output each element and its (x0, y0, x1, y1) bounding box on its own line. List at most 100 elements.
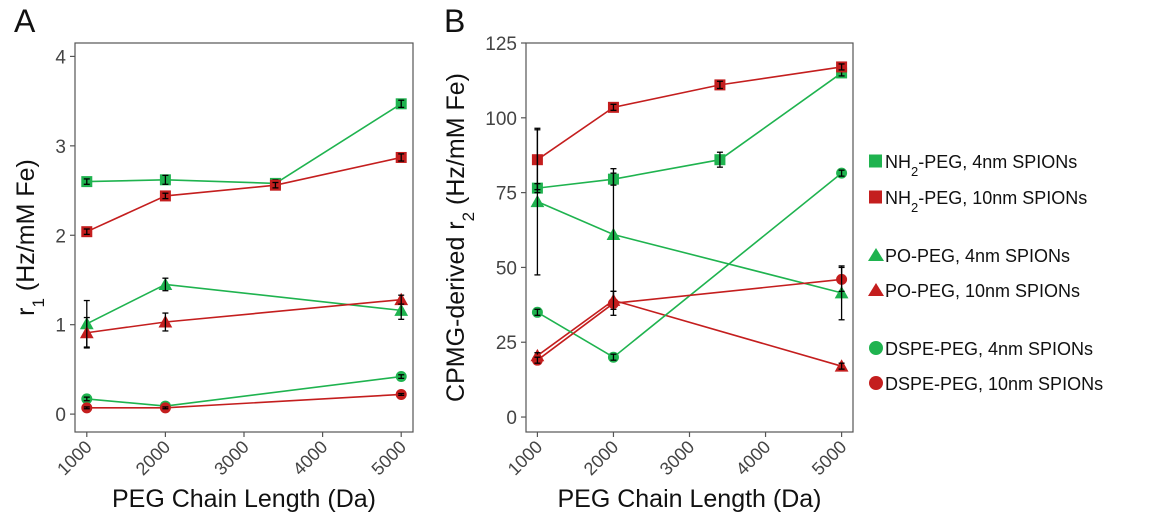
x-axis-label-a: PEG Chain Length (Da) (112, 485, 376, 513)
series-line (86, 375, 402, 407)
legend-item: NH2-PEG, 10nm SPIONs (869, 188, 1087, 215)
legend-marker-triangle-icon (868, 248, 884, 261)
x-tick-label: 4000 (289, 437, 331, 479)
x-tick-label: 3000 (656, 437, 698, 479)
y-axis-label-a-rest: (Hz/mM Fe) (12, 159, 40, 298)
plot-frame-a (74, 42, 414, 433)
y-axis-label-b-main: CPMG-derived r (442, 221, 470, 402)
error-bar (610, 290, 617, 316)
series-line (536, 66, 842, 161)
error-bar (838, 63, 845, 71)
error-bar (272, 181, 279, 189)
error-bar (610, 103, 617, 111)
y-tick-label: 4 (55, 47, 66, 68)
chart-panel-a: 0 1 2 3 4 1000 2000 3000 4000 5000 PEG Chain Leng… (12, 42, 414, 513)
series-group-a (79, 98, 409, 414)
x-tick-label: 5000 (808, 437, 850, 479)
error-bar (83, 396, 90, 402)
x-tick-label: 3000 (210, 437, 252, 479)
y-tick-label: 50 (496, 258, 517, 279)
series-line (86, 298, 402, 334)
x-tick-label: 5000 (368, 437, 410, 479)
series-line (537, 172, 843, 359)
x-tick-label: 1000 (53, 437, 95, 479)
y-axis-label-a: r1 (Hz/mM Fe) (12, 159, 48, 316)
series-line (86, 156, 402, 233)
error-bar (610, 353, 617, 361)
error-bar (83, 406, 90, 410)
series-group-b (530, 61, 849, 372)
error-bar (398, 294, 405, 305)
error-bar (162, 277, 169, 292)
error-bar (838, 362, 845, 370)
y-tick-label: 0 (55, 405, 66, 426)
axis-ticks-b: 0 25 50 75 100 125 1000 2000 3000 4000 5000 (485, 34, 850, 479)
axis-ticks-a: 0 1 2 3 4 1000 2000 3000 4000 5000 (53, 47, 410, 479)
y-tick-label: 75 (496, 184, 517, 205)
legend-marker-square-icon (869, 154, 882, 168)
legend-label-prefix: NH (885, 152, 911, 172)
y-tick-label: 3 (55, 137, 66, 158)
x-tick-label: 1000 (504, 437, 546, 479)
error-bar (534, 127, 541, 276)
error-bar (162, 174, 169, 185)
legend-item: NH2-PEG, 4nm SPIONs (869, 152, 1077, 179)
error-bar (398, 392, 405, 396)
y-tick-label: 100 (485, 109, 517, 130)
y-tick-label: 25 (496, 333, 517, 354)
y-tick-label: 125 (485, 34, 517, 55)
legend-label-prefix: NH (885, 188, 911, 208)
legend-label: NH2-PEG, 10nm SPIONs (885, 188, 1087, 215)
panel-b-label: B (444, 3, 465, 39)
y-axis-label-b: CPMG-derived r2 (Hz/mM Fe) (442, 73, 478, 402)
legend-label-suffix: -PEG, 4nm SPIONs (918, 152, 1077, 172)
y-axis-label-b-sub: 2 (459, 212, 478, 221)
x-tick-label: 2000 (580, 437, 622, 479)
y-axis-label-a-sub: 1 (29, 298, 48, 307)
legend-label: PO-PEG, 10nm SPIONs (885, 281, 1080, 301)
error-bar (162, 312, 169, 332)
error-bar (83, 178, 90, 185)
legend-label-suffix: -PEG, 10nm SPIONs (918, 188, 1087, 208)
y-tick-label: 1 (55, 316, 66, 337)
error-bar (534, 356, 541, 364)
error-bar (162, 406, 169, 410)
error-bar (398, 99, 405, 109)
series-line (536, 278, 842, 361)
x-tick-label: 2000 (132, 437, 174, 479)
legend-label-sub: 2 (911, 164, 918, 179)
legend-item: DSPE-PEG, 4nm SPIONs (869, 339, 1093, 359)
plot-frame-b (525, 42, 854, 433)
legend: NH2-PEG, 4nm SPIONs NH2-PEG, 10nm SPIONs… (868, 152, 1103, 394)
series-line (537, 72, 843, 189)
y-axis-label-b-rest: (Hz/mM Fe) (442, 73, 470, 212)
legend-marker-circle-icon (869, 341, 883, 355)
legend-marker-circle-icon (869, 376, 883, 390)
legend-item: PO-PEG, 4nm SPIONs (868, 246, 1070, 266)
error-bar (534, 308, 541, 316)
x-tick-label: 4000 (732, 437, 774, 479)
error-bar (398, 153, 405, 162)
chart-panel-b: 0 25 50 75 100 125 1000 2000 3000 4000 5000 PEG Ch… (442, 34, 854, 513)
error-bar (398, 374, 405, 379)
y-axis-label-a-main: r (12, 308, 40, 316)
series-line (537, 200, 842, 294)
error-bar (838, 169, 845, 177)
legend-label: PO-PEG, 4nm SPIONs (885, 246, 1070, 266)
legend-item: DSPE-PEG, 10nm SPIONs (869, 374, 1103, 394)
error-bar (716, 80, 723, 90)
legend-label-sub: 2 (911, 200, 918, 215)
series-line (86, 103, 402, 185)
error-bar (83, 316, 90, 349)
series-line (536, 299, 842, 367)
error-bar (716, 151, 723, 168)
y-tick-label: 0 (506, 408, 517, 429)
legend-item: PO-PEG, 10nm SPIONs (868, 281, 1080, 301)
x-axis-label-b: PEG Chain Length (Da) (557, 485, 821, 513)
legend-marker-triangle-icon (868, 283, 884, 296)
legend-label: NH2-PEG, 4nm SPIONs (885, 152, 1077, 179)
error-bar (83, 228, 90, 236)
error-bar (838, 266, 845, 293)
legend-marker-square-icon (869, 190, 882, 204)
